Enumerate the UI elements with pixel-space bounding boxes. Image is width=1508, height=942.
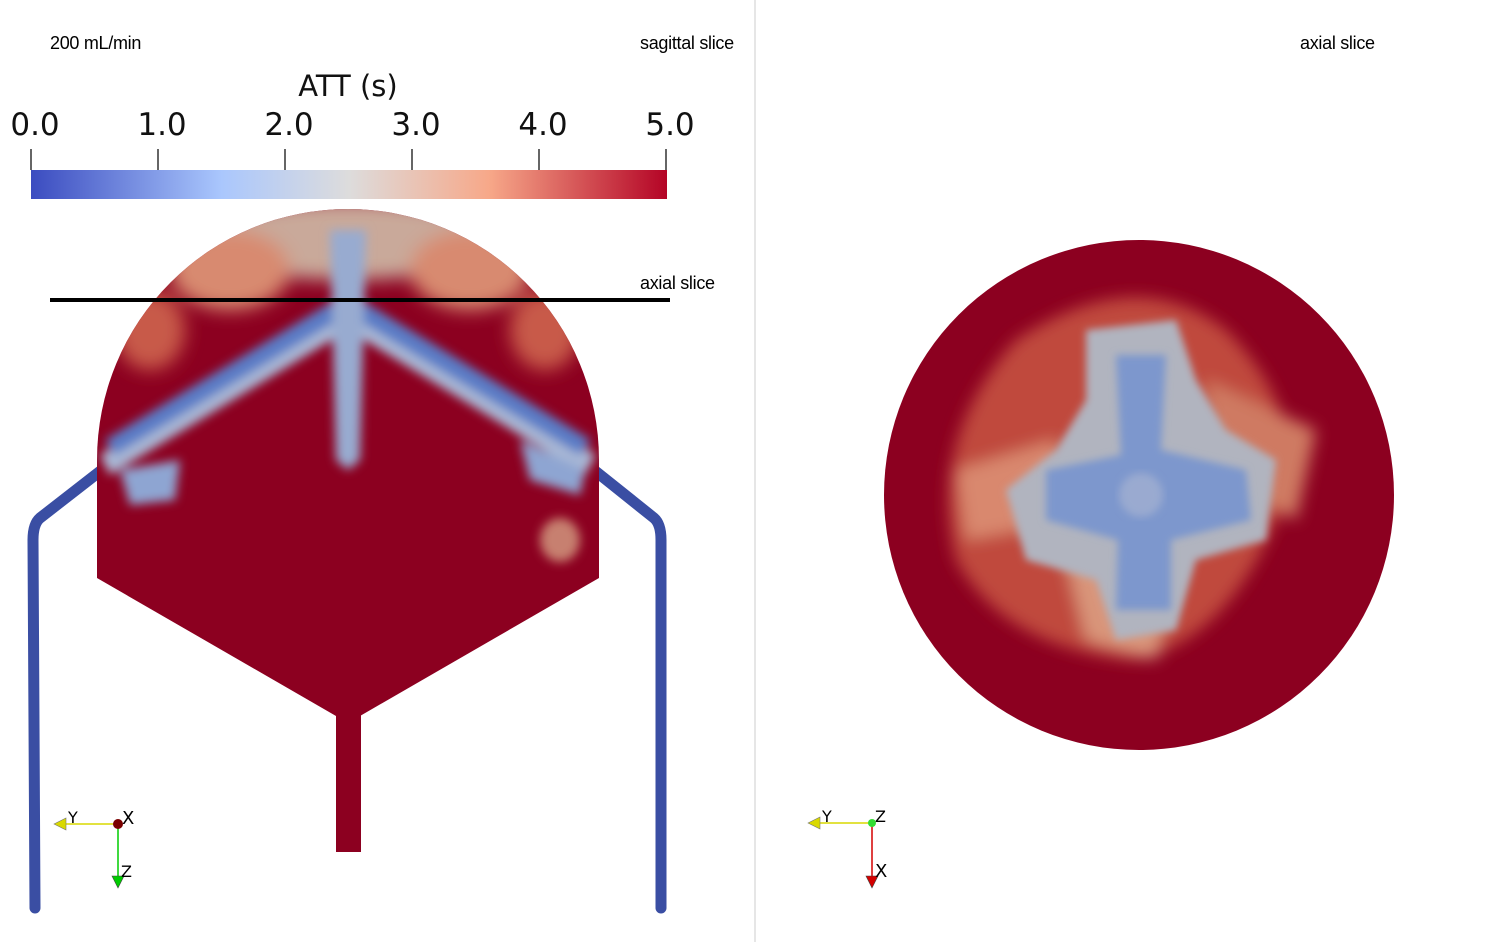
chamber-body: [97, 209, 599, 716]
colorbar-title: ATT (s): [298, 69, 397, 103]
sagittal-view-panel[interactable]: 200 mL/min sagittal slice axial slice AT…: [0, 0, 754, 942]
outlet-stem: [336, 712, 361, 852]
left-inlet-tube: [27, 456, 118, 914]
axial-view-label: axial slice: [1300, 33, 1375, 53]
axial-slice-line-label: axial slice: [640, 273, 715, 293]
axis-label: Z: [875, 807, 886, 826]
colorbar-tick-label: 1.0: [137, 107, 186, 143]
orientation-axes-sagittal: Y X Z: [53, 808, 134, 889]
flow-rate-label: 200 mL/min: [50, 33, 142, 53]
axis-label: X: [122, 808, 134, 829]
axis-label: Z: [121, 862, 132, 881]
colorbar-gradient: [31, 170, 667, 199]
colorbar-tick-label: 0.0: [10, 107, 59, 143]
axis-label: X: [875, 861, 887, 882]
colorbar-tick-label: 3.0: [391, 107, 440, 143]
sagittal-slice-render: ATT (s) 0.0 1.0 2.0 3.0 4.0 5.0: [10, 69, 695, 914]
sagittal-view-label: sagittal slice: [640, 33, 734, 53]
axial-disc: [884, 240, 1394, 750]
orientation-axes-axial: Y Z X: [807, 807, 887, 889]
colorbar-ticks: 0.0 1.0 2.0 3.0 4.0 5.0: [10, 107, 695, 170]
viewport-divider: [754, 0, 756, 942]
axial-slice-render: Y Z X: [807, 240, 1394, 889]
colorbar-tick-label: 2.0: [264, 107, 313, 143]
colorbar-tick-label: 4.0: [518, 107, 567, 143]
colorbar-tick-label: 5.0: [645, 107, 694, 143]
right-inlet-tube: [578, 456, 667, 914]
axis-label: Y: [67, 808, 78, 827]
axis-label: Y: [821, 807, 832, 826]
axial-view-panel[interactable]: axial slice: [756, 0, 1508, 942]
